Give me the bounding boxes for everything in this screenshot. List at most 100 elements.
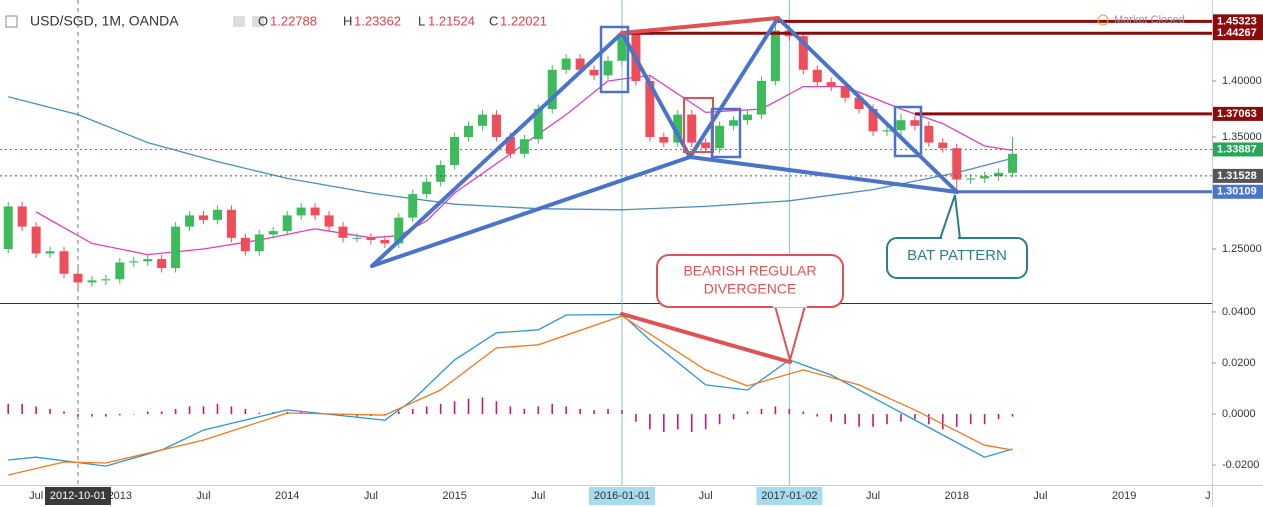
candle-body [854,97,864,109]
candle-body [310,207,320,216]
price-level-tag [1213,106,1263,121]
candle-body [910,120,920,126]
ohlc-value: 1.23362 [354,13,401,28]
candle-body [352,237,362,239]
candle-body [338,226,348,238]
y-tick-label: 1.35000 [1222,131,1262,143]
candle-body [422,181,432,195]
ohlc-value: 1.21524 [428,13,475,28]
x-tick-label: J [1205,490,1211,502]
header: USD/SGD, 1M, OANDA Market Closed [5,13,1185,29]
candle-body [798,36,808,70]
candle-body [603,60,613,76]
x-tick-label: Jul [531,490,545,502]
ohlc-name: O [258,13,268,28]
candle-body [491,114,501,137]
y-tick-label: 0.0400 [1222,306,1256,318]
candle-body [73,273,83,283]
candle-body [673,114,683,143]
candle-body [575,58,585,70]
candle-body [212,209,222,220]
icon [5,15,18,28]
x-tick-label: 2019 [1112,490,1136,502]
annotations: BAT PATTERN BEARISH REGULAR DIVERGENCE [370,16,1028,364]
icon [252,16,264,27]
candle-body [3,206,13,250]
annotation: DIVERGENCE [704,281,797,297]
x-tick-highlight [44,487,111,505]
candle-body [547,69,557,109]
status-icon [1097,14,1109,26]
candle-body [519,139,529,154]
ohlc-name: L [418,13,425,28]
price-level-label: 1.31528 [1217,170,1257,182]
candle-body [938,142,948,149]
candle-body [994,172,1004,177]
candle-body [952,148,962,180]
price-level-label: 1.30109 [1217,186,1257,198]
divergence-line [620,16,780,35]
candle-body [226,209,236,238]
candle-body [561,58,571,70]
x-tick-label: Jul [364,490,378,502]
x-tick-highlight [756,487,823,505]
candle-body [31,226,41,254]
price-level-tag [1213,184,1263,199]
candle-body [826,82,836,87]
ohlc-name: H [343,13,352,28]
candle-body [896,120,906,131]
candle-body [17,206,27,227]
status: Market Closed [1114,14,1185,26]
candle-body [115,262,125,280]
x-tick-label: 2016-01-01 [594,490,650,502]
price-level-tag [1213,26,1263,41]
callout-box [656,254,844,308]
line [8,96,1013,211]
candle-body [254,234,264,252]
x-tick-label: Jul [866,490,880,502]
highlight-box [893,105,923,158]
candle-body [296,207,306,216]
candle-body [1008,153,1018,173]
highlight-box [710,107,742,159]
candle-body [617,33,627,61]
candle-body [533,108,543,140]
candle-body [477,114,487,126]
candle-body [199,215,209,220]
candle-body [924,125,934,143]
candle-body [366,237,376,241]
x-tick-label: 2015 [442,490,466,502]
candle-body [101,279,111,281]
line [8,315,1013,476]
candle-body [87,280,97,283]
marks-layer [0,19,1212,476]
candle-body [966,178,976,180]
x-tick-highlight [588,487,655,505]
ohlc-value: 1.22788 [270,13,317,28]
annotation: BEARISH REGULAR [683,263,816,279]
candle-body [450,136,460,165]
candle-body [240,237,250,252]
candle-body [268,231,278,235]
candle-body [436,164,446,182]
callout-pointer [774,305,806,364]
x-tick-label: 2018 [944,490,968,502]
candle-body [812,69,822,83]
price-level-tag [1213,168,1263,183]
x-tick-label: 2012-10-01 [50,490,106,502]
candle-body [45,251,55,254]
candle-body [645,80,655,137]
y-tick-label: 0.0000 [1222,408,1256,420]
candle-body [701,142,711,149]
candle-body [324,215,334,227]
candle-body [129,261,139,263]
price-level-label: 1.33887 [1217,143,1257,155]
price-level-label: 1.37063 [1217,108,1257,120]
x-tick-label: Jul [29,490,43,502]
x-tick-label: Jul [196,490,210,502]
candle-body [171,226,181,269]
candle-body [659,136,669,143]
